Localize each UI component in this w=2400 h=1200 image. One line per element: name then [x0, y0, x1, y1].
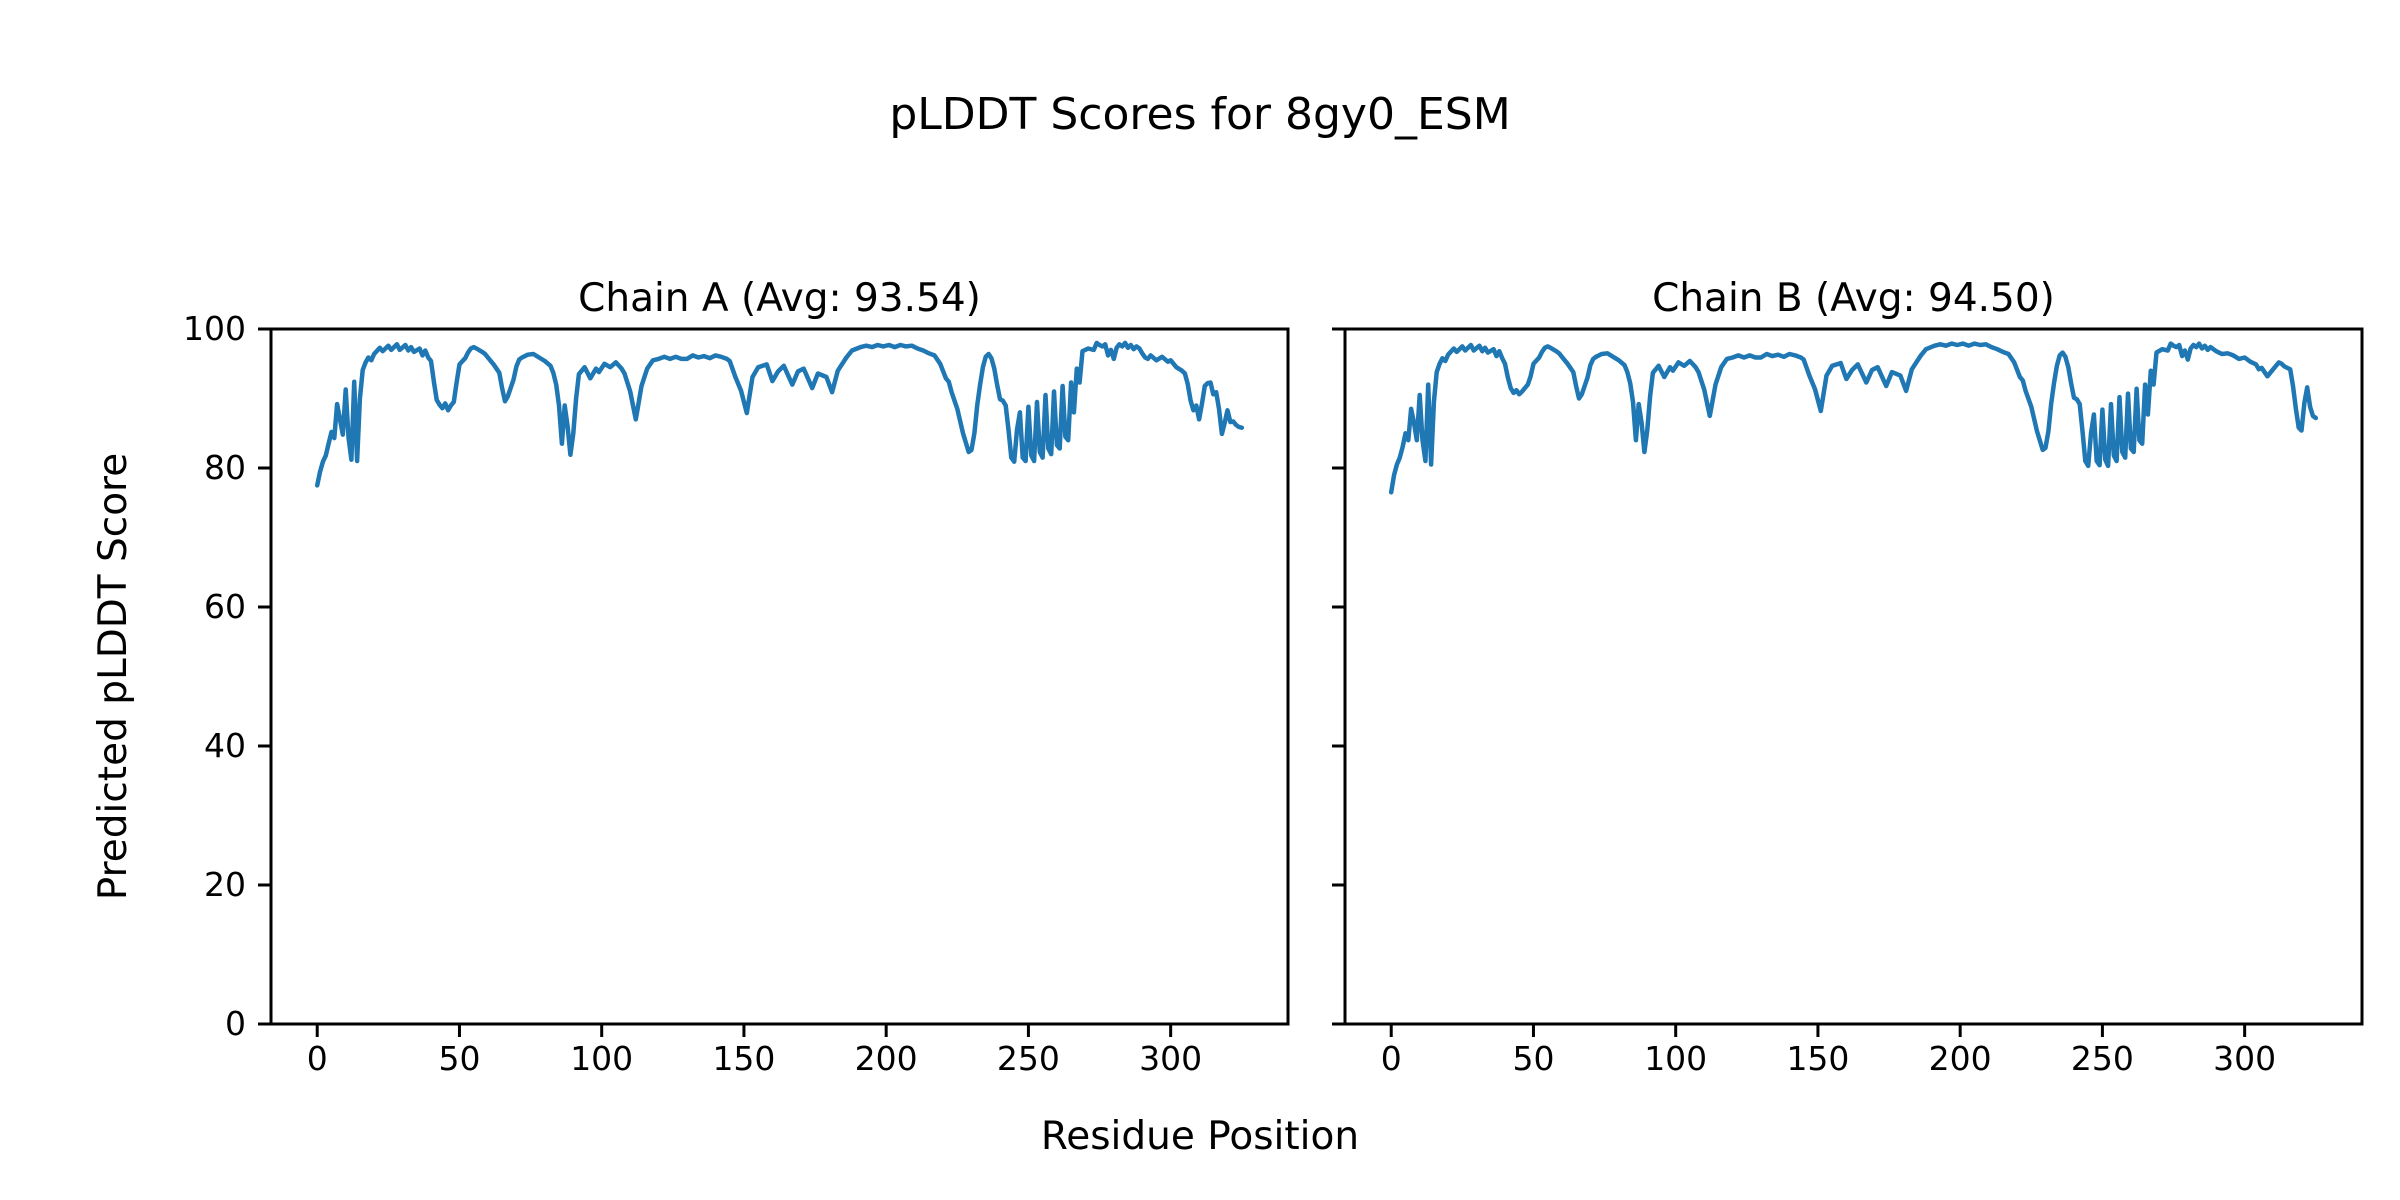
figure-title: pLDDT Scores for 8gy0_ESM	[889, 89, 1511, 140]
y-tick-label: 80	[204, 448, 246, 487]
x-tick-label: 100	[570, 1039, 633, 1078]
y-tick-label: 20	[204, 865, 246, 904]
x-tick-label: 250	[2071, 1039, 2134, 1078]
x-axis-label: Residue Position	[1040, 1114, 1360, 1159]
x-tick-label: 200	[855, 1039, 918, 1078]
subplot-chain-b: 0 50 100 150 200 250 300	[1332, 327, 2364, 1078]
y-tick-label: 100	[183, 309, 246, 348]
y-tick-label: 0	[225, 1004, 246, 1043]
x-tick-label: 0	[1381, 1039, 1402, 1078]
x-tick-label: 200	[1929, 1039, 1992, 1078]
x-tick-label: 150	[1786, 1039, 1849, 1078]
subplot-chain-a: 0 50 100 150 200 250 300 0 20 40 60 80 100	[183, 309, 1290, 1078]
x-tick-label: 50	[1512, 1039, 1554, 1078]
x-tick-label: 300	[1139, 1039, 1202, 1078]
x-tick-label: 0	[307, 1039, 328, 1078]
subplot-title-chain-a: Chain A (Avg: 93.54)	[578, 276, 981, 321]
axes-frame	[269, 327, 1290, 1026]
x-tick-label: 100	[1644, 1039, 1707, 1078]
y-tick-label: 40	[204, 726, 246, 765]
subplot-title-chain-b: Chain B (Avg: 94.50)	[1652, 276, 2055, 321]
plddt-line-chain-a	[314, 340, 1245, 488]
plddt-line-chain-b	[1388, 341, 2319, 495]
y-tick-label: 60	[204, 587, 246, 626]
x-tick-label: 300	[2213, 1039, 2276, 1078]
axes-frame	[1343, 327, 2364, 1026]
x-tick-label: 250	[997, 1039, 1060, 1078]
x-tick-label: 50	[438, 1039, 480, 1078]
x-tick-label: 150	[712, 1039, 775, 1078]
